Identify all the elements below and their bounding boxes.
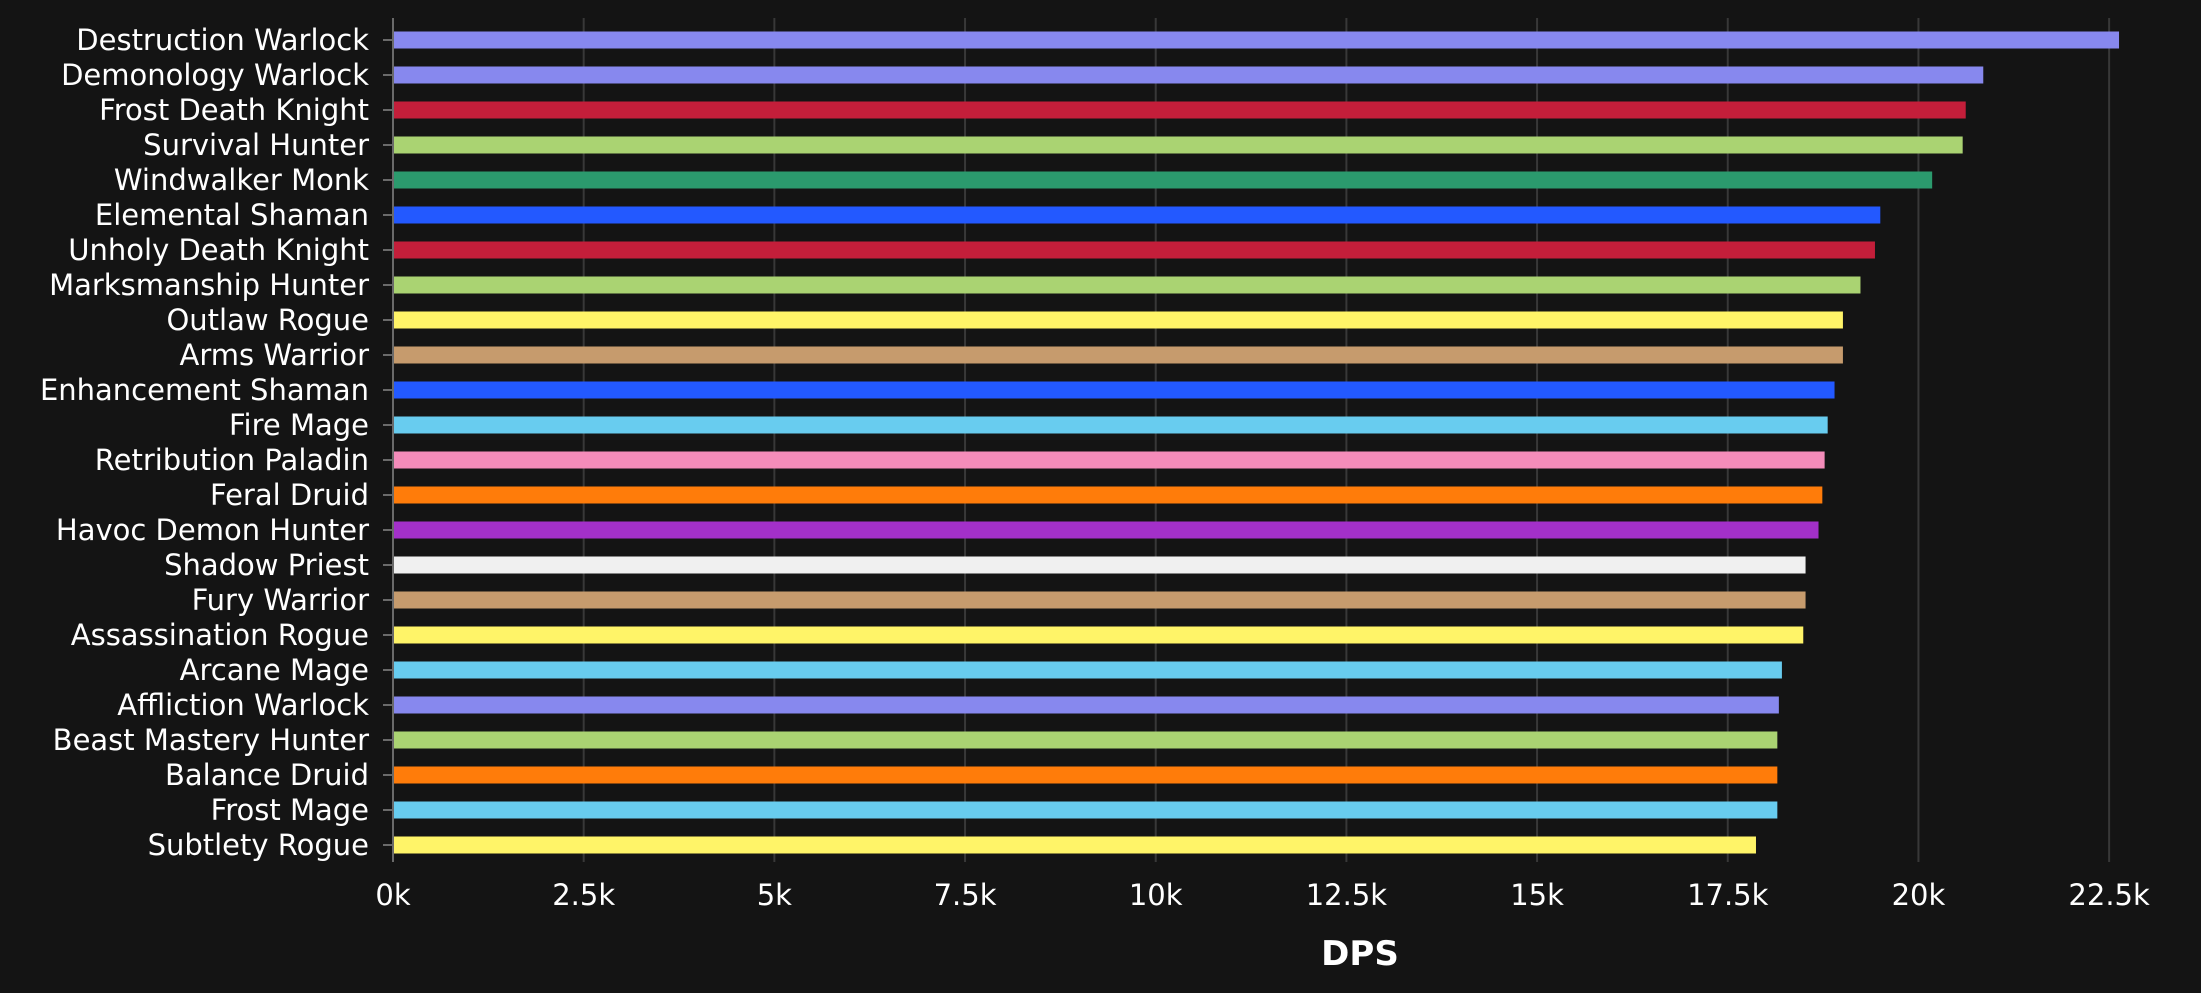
x-tick-label-0k: 0k (375, 878, 410, 912)
bar-elemental-shaman (393, 206, 1881, 224)
x-tick-label-15k: 15k (1510, 878, 1564, 912)
bar-havoc-demon-hunter (393, 521, 1819, 539)
category-label-survival-hunter: Survival Hunter (143, 128, 369, 162)
bar-windwalker-monk (393, 171, 1933, 189)
bar-arcane-mage (393, 661, 1782, 679)
x-tick-label-10k: 10k (1129, 878, 1183, 912)
bar-destruction-warlock (393, 31, 2120, 49)
category-label-enhancement-shaman: Enhancement Shaman (40, 373, 369, 407)
category-label-arcane-mage: Arcane Mage (180, 653, 369, 687)
category-label-unholy-death-knight: Unholy Death Knight (68, 233, 369, 267)
bar-frost-mage (393, 801, 1778, 819)
category-label-frost-death-knight: Frost Death Knight (99, 93, 369, 127)
x-tick-label-17.5k: 17.5k (1687, 878, 1769, 912)
bar-feral-druid (393, 486, 1823, 504)
bar-enhancement-shaman (393, 381, 1835, 399)
category-label-demonology-warlock: Demonology Warlock (61, 58, 369, 92)
x-tick-label-5k: 5k (757, 878, 792, 912)
bar-fury-warrior (393, 591, 1806, 609)
category-label-subtlety-rogue: Subtlety Rogue (148, 828, 369, 862)
x-tick-label-2.5k: 2.5k (552, 878, 615, 912)
category-label-windwalker-monk: Windwalker Monk (114, 163, 369, 197)
bar-beast-mastery-hunter (393, 731, 1778, 749)
category-label-destruction-warlock: Destruction Warlock (76, 23, 369, 57)
bar-affliction-warlock (393, 696, 1779, 714)
bar-retribution-paladin (393, 451, 1825, 469)
bar-shadow-priest (393, 556, 1806, 574)
category-label-frost-mage: Frost Mage (211, 793, 369, 827)
bar-marksmanship-hunter (393, 276, 1861, 294)
bar-survival-hunter (393, 136, 1963, 154)
x-tick-label-20k: 20k (1892, 878, 1946, 912)
category-label-havoc-demon-hunter: Havoc Demon Hunter (56, 513, 369, 547)
category-label-fury-warrior: Fury Warrior (192, 583, 370, 617)
x-tick-label-12.5k: 12.5k (1306, 878, 1388, 912)
x-tick-label-22.5k: 22.5k (2068, 878, 2150, 912)
bar-assassination-rogue (393, 626, 1804, 644)
category-label-beast-mastery-hunter: Beast Mastery Hunter (53, 723, 369, 757)
category-label-balance-druid: Balance Druid (165, 758, 369, 792)
x-axis-title: DPS (1321, 934, 1399, 974)
bar-outlaw-rogue (393, 311, 1843, 329)
bar-frost-death-knight (393, 101, 1966, 119)
category-label-affliction-warlock: Affliction Warlock (117, 688, 369, 722)
bar-fire-mage (393, 416, 1828, 434)
category-label-feral-druid: Feral Druid (210, 478, 369, 512)
category-label-marksmanship-hunter: Marksmanship Hunter (49, 268, 369, 302)
x-tick-label-7.5k: 7.5k (934, 878, 997, 912)
category-label-elemental-shaman: Elemental Shaman (95, 198, 369, 232)
bar-demonology-warlock (393, 66, 1984, 84)
bar-arms-warrior (393, 346, 1843, 364)
bar-subtlety-rogue (393, 836, 1756, 854)
category-label-arms-warrior: Arms Warrior (180, 338, 370, 372)
grid-layer (582, 18, 2111, 862)
bars-layer (393, 31, 2120, 854)
category-label-retribution-paladin: Retribution Paladin (95, 443, 369, 477)
category-label-fire-mage: Fire Mage (229, 408, 369, 442)
bar-balance-druid (393, 766, 1778, 784)
category-label-assassination-rogue: Assassination Rogue (71, 618, 369, 652)
bar-unholy-death-knight (393, 241, 1875, 259)
category-label-outlaw-rogue: Outlaw Rogue (166, 303, 369, 337)
category-label-shadow-priest: Shadow Priest (164, 548, 369, 582)
